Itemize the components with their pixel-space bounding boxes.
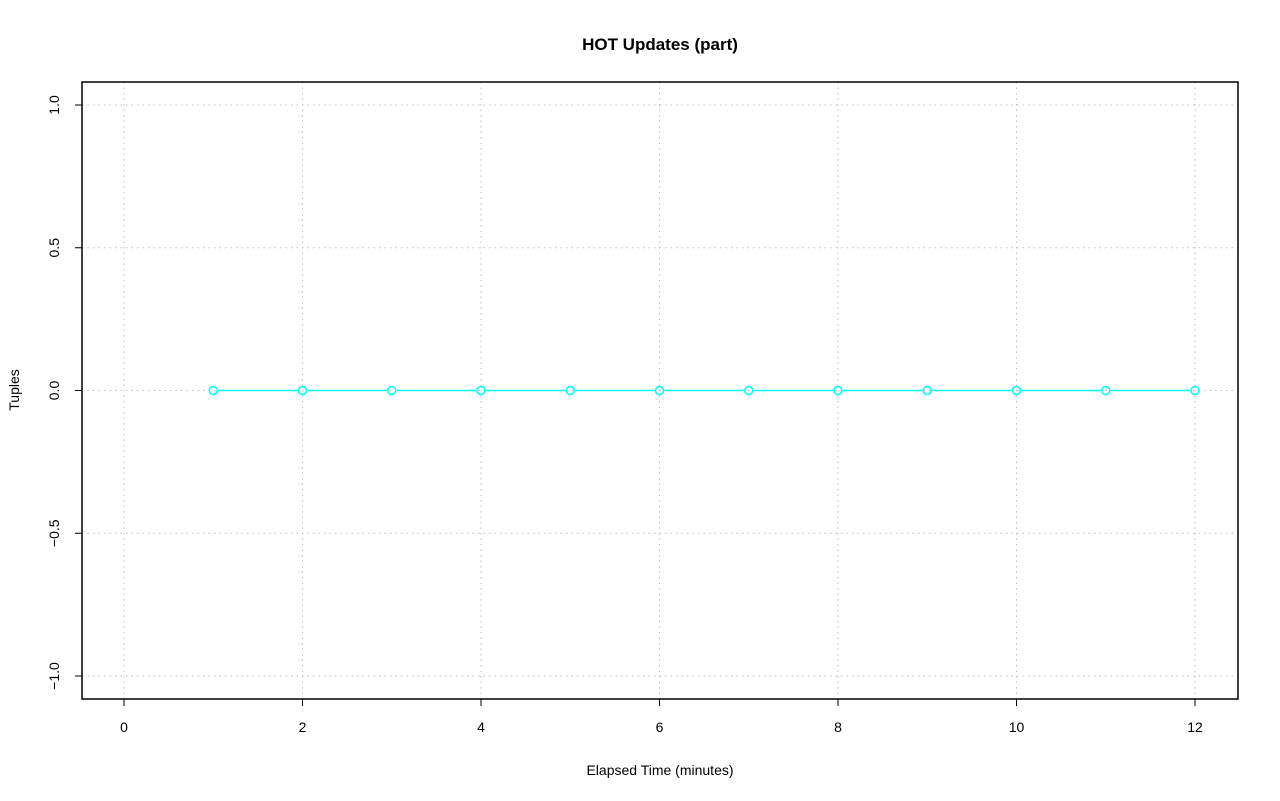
data-point: [387, 385, 397, 396]
data-point: [654, 385, 665, 396]
data-point: [476, 385, 486, 396]
data-point: [922, 385, 932, 396]
y-tick-label: 1.0: [46, 95, 62, 115]
x-axis-label: Elapsed Time (minutes): [586, 762, 733, 778]
data-point: [208, 385, 218, 396]
x-tick-label: 10: [1009, 719, 1025, 735]
y-tick-label: −1.0: [46, 662, 62, 690]
x-tick-label: 12: [1187, 719, 1203, 735]
data-point: [297, 385, 308, 396]
axes: 0 2 4 6 8 10 12 −1.0 −0.5 0.0 0.5 1.0: [46, 95, 1203, 735]
y-tick-label: 0.0: [46, 381, 62, 401]
data-point: [1011, 385, 1022, 396]
x-tick-label: 0: [120, 719, 128, 735]
data-point: [833, 385, 843, 396]
data-point: [1101, 385, 1111, 396]
chart-title: HOT Updates (part): [582, 35, 738, 54]
y-axis-label: Tuples: [6, 369, 22, 411]
series: [208, 385, 1200, 396]
data-point: [1190, 385, 1200, 396]
x-tick-label: 4: [477, 719, 485, 735]
x-tick-label: 6: [656, 719, 664, 735]
data-point: [744, 385, 754, 396]
x-tick-label: 8: [834, 719, 842, 735]
plot-frame: [81, 81, 1239, 700]
y-tick-label: 0.5: [46, 238, 62, 258]
y-tick-label: −0.5: [46, 519, 62, 547]
x-tick-label: 2: [299, 719, 307, 735]
data-point: [565, 385, 575, 396]
